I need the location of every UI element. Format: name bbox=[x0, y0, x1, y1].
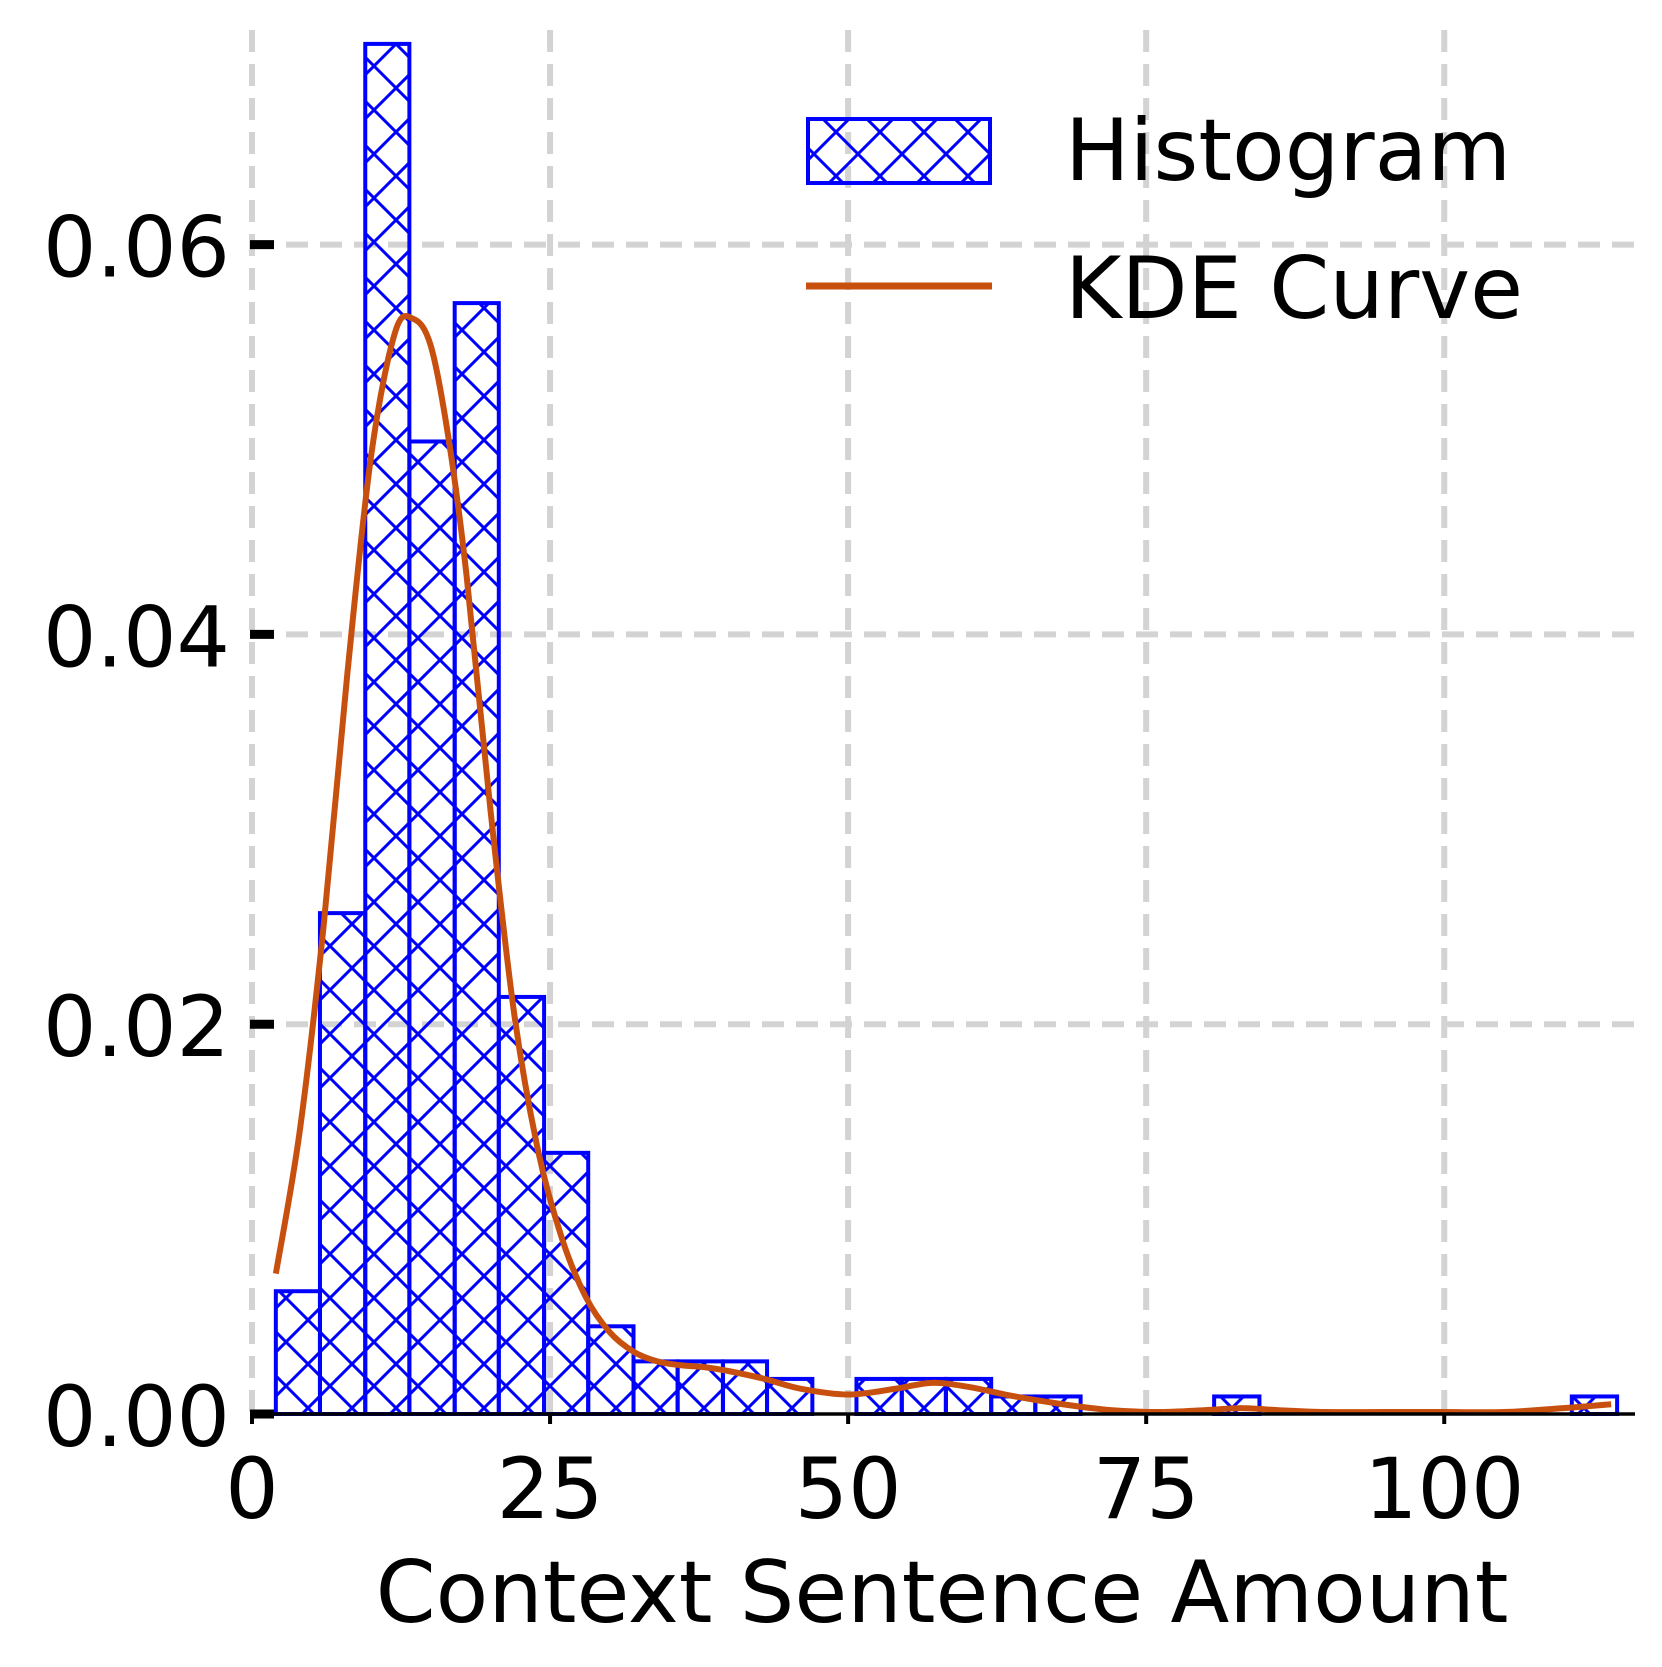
histogram-bar bbox=[452, 301, 501, 1417]
legend-kde-label: KDE Curve bbox=[1065, 239, 1523, 339]
legend-histogram-swatch bbox=[806, 117, 992, 185]
histogram-bar bbox=[273, 1289, 322, 1417]
x-tick-label: 50 bbox=[795, 1440, 902, 1538]
y-tick-label: 0.04 bbox=[43, 588, 230, 686]
x-tick-label: 100 bbox=[1364, 1440, 1524, 1538]
x-axis-title: Context Sentence Amount bbox=[376, 1543, 1509, 1643]
histogram-bar bbox=[407, 439, 457, 1417]
y-tick-label: 0.00 bbox=[43, 1368, 230, 1466]
x-tick-label: 75 bbox=[1093, 1440, 1200, 1538]
kde-curve bbox=[272, 313, 1612, 1416]
legend: Histogram KDE Curve bbox=[806, 101, 1523, 339]
x-tick-label: 25 bbox=[497, 1440, 604, 1538]
grid bbox=[249, 30, 1635, 1414]
histogram-bars bbox=[273, 41, 1620, 1417]
axes: 0 25 50 75 100 0.00 0.02 0.04 0.06 bbox=[43, 199, 1635, 1538]
legend-histogram-label: Histogram bbox=[1065, 101, 1511, 201]
histogram-bar bbox=[631, 1359, 680, 1417]
kde-curve-layer bbox=[272, 313, 1612, 1416]
y-tick-label: 0.06 bbox=[43, 199, 230, 297]
x-tick-label: 0 bbox=[225, 1440, 278, 1538]
histogram-bar bbox=[363, 41, 412, 1417]
histogram-bar bbox=[317, 911, 368, 1416]
histogram-bar bbox=[586, 1324, 636, 1416]
y-tick-label: 0.02 bbox=[43, 978, 230, 1076]
